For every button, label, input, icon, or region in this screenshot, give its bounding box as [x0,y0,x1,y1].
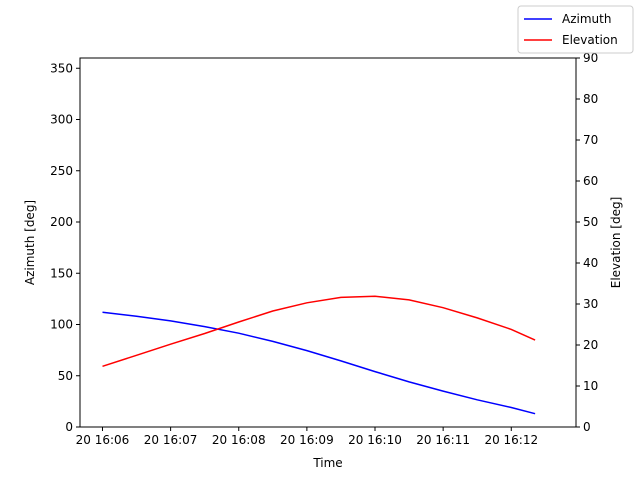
y-axis-right-label: Elevation [deg] [609,197,623,289]
x-tick-label: 20 16:08 [212,433,266,447]
legend: Azimuth Elevation [517,5,634,54]
legend-label: Elevation [562,33,618,47]
series-line-azimuth [102,311,536,415]
y-right-tick-label: 10 [583,379,598,393]
y-right-tick-label: 30 [583,297,598,311]
legend-label: Azimuth [562,12,611,26]
y-left-tick-label: 350 [50,61,73,75]
y-left-tick-label: 50 [58,369,73,383]
y-right-tick-label: 40 [583,256,598,270]
y-axis-right: 0 10 20 30 40 50 60 70 80 90 [576,51,598,434]
y-left-tick-label: 250 [50,164,73,178]
x-tick-label: 20 16:07 [144,433,198,447]
x-tick-label: 20 16:09 [280,433,334,447]
y-left-tick-label: 150 [50,266,73,280]
x-tick-label: 20 16:12 [484,433,538,447]
y-axis-left-label: Azimuth [deg] [23,200,37,285]
x-axis: 20 16:06 20 16:07 20 16:08 20 16:09 20 16:10… [76,427,538,447]
y-right-tick-label: 90 [583,51,598,65]
y-axis-left: 0 50 100 150 200 250 300 350 [50,61,80,434]
plot-frame [79,57,577,428]
series-line-elevation [102,295,536,368]
x-tick-label: 20 16:10 [348,433,402,447]
y-right-tick-label: 0 [583,420,591,434]
y-left-tick-label: 300 [50,113,73,127]
y-right-tick-label: 80 [583,92,598,106]
y-right-tick-label: 60 [583,174,598,188]
series-layer [102,295,536,415]
y-left-tick-label: 0 [65,420,73,434]
x-tick-label: 20 16:06 [76,433,130,447]
x-tick-label: 20 16:11 [416,433,470,447]
y-right-tick-label: 50 [583,215,598,229]
y-right-tick-label: 20 [583,338,598,352]
y-left-tick-label: 200 [50,215,73,229]
y-right-tick-label: 70 [583,133,598,147]
x-axis-label: Time [312,456,342,470]
legend-box [517,5,634,54]
y-left-tick-label: 100 [50,318,73,332]
